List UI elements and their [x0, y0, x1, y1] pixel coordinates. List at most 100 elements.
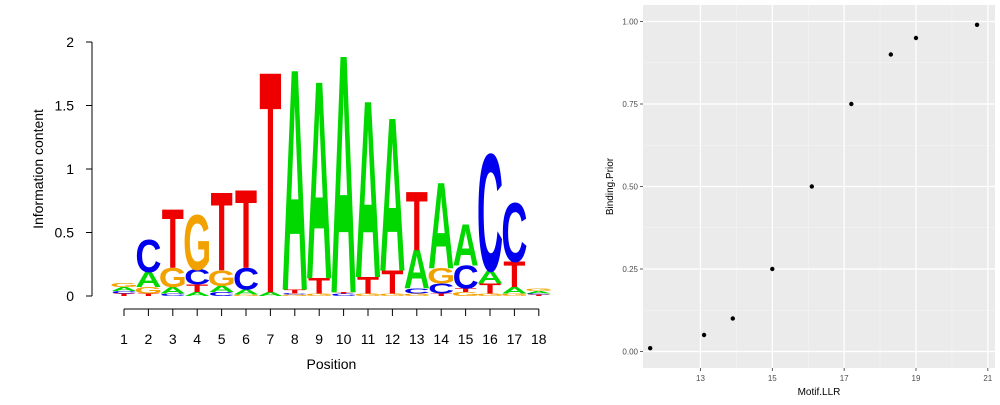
- logo-letter: G: [427, 264, 455, 289]
- y-tick-label: 1: [66, 161, 74, 177]
- x-tick-label: 9: [315, 331, 323, 347]
- logo-letter: A: [404, 237, 430, 300]
- logo-letter: G: [500, 293, 528, 297]
- y-tick-label: 1.00: [622, 18, 638, 27]
- logo-letter: T: [137, 293, 160, 297]
- logo-letter: T: [406, 174, 428, 269]
- x-tick-label: 2: [145, 331, 153, 347]
- logo-letter: T: [430, 293, 453, 297]
- x-tick-label: 8: [291, 331, 299, 347]
- logo-letter: A: [257, 291, 283, 297]
- logo-letter: A: [111, 286, 137, 292]
- scatter-chart: 0.00 0.25 0.50 0.75 1.00 13 15 17 19 21 Motif.LLR B…: [605, 5, 995, 398]
- logo-letter: C: [282, 293, 308, 295]
- logo-letter: T: [357, 271, 379, 299]
- scatter-point: [770, 266, 775, 272]
- scatter-point: [730, 316, 735, 321]
- logo-letter: T: [381, 264, 403, 302]
- logo-letter: A: [428, 158, 454, 295]
- logo-letter: T: [528, 294, 551, 296]
- x-tick-label: 7: [267, 331, 275, 347]
- logo-letter: A: [477, 267, 503, 288]
- logo-letter: T: [284, 289, 306, 295]
- logo-letter: C: [135, 229, 161, 282]
- logo-letter: A: [379, 72, 405, 318]
- logo-letter: G: [134, 285, 162, 296]
- x-tick-label: 17: [507, 331, 523, 347]
- logo-letter: A: [282, 2, 308, 358]
- logo-letter: A: [526, 290, 552, 294]
- logo-letter: G: [110, 282, 138, 288]
- logo-letter: G: [525, 288, 553, 292]
- logo-letter: G: [208, 266, 236, 291]
- logo-letter: G: [403, 293, 431, 297]
- logo-letter: G: [183, 199, 211, 286]
- logo-letter: A: [135, 268, 161, 293]
- logo-letter: G: [159, 262, 187, 293]
- x-tick-label: 13: [696, 374, 705, 383]
- logo-letter: T: [113, 293, 136, 297]
- logo-letter: T: [308, 274, 331, 299]
- logo-letter: T: [235, 167, 257, 292]
- y-tick-label: 1.5: [55, 98, 75, 114]
- logo-letter: C: [160, 293, 186, 297]
- logo-letter: C: [404, 287, 430, 296]
- logo-letter: T: [479, 280, 501, 297]
- logo-letter: G: [281, 294, 309, 296]
- x-tick-label: 12: [385, 331, 401, 347]
- sequence-logo-chart: 0 0.5 1 1.5 2 Information content 1 2 3 4 5 6 7 8 9 10 1…: [30, 0, 553, 372]
- logo-letter: T: [333, 292, 356, 294]
- logo-letter: A: [501, 285, 527, 296]
- logo-letter: T: [259, 4, 281, 360]
- x-tick-label: 21: [983, 374, 992, 383]
- x-tick-label: 16: [482, 331, 498, 347]
- logo-letter: G: [378, 293, 406, 297]
- scatter-point: [701, 332, 707, 338]
- logo-letter: C: [501, 185, 527, 280]
- x-tick-label: 1: [120, 331, 128, 347]
- x-tick-label: 6: [242, 331, 250, 347]
- logo-letter: C: [184, 265, 210, 290]
- scatter-point: [849, 101, 854, 107]
- x-tick-label: 14: [433, 331, 449, 347]
- scatter-point: [647, 346, 653, 351]
- logo-letter: T: [211, 170, 233, 295]
- y-tick-label: 0: [66, 288, 74, 304]
- logo-letter: A: [331, 0, 357, 365]
- logo-letter: A: [160, 285, 186, 296]
- x-tick-label: 19: [912, 374, 921, 383]
- logo-letter: A: [184, 291, 210, 297]
- logo-letter: T: [455, 287, 477, 293]
- x-tick-label: 5: [218, 331, 226, 347]
- logo-letter: C: [209, 291, 235, 297]
- scatter-point: [809, 184, 815, 189]
- logo-letter: G: [305, 293, 333, 297]
- logo-letter: G: [354, 293, 382, 297]
- x-axis-title: Motif.LLR: [798, 387, 841, 398]
- logo-letter: T: [503, 254, 526, 296]
- x-tick-label: 4: [193, 331, 201, 347]
- scatter-point: [913, 35, 919, 41]
- logo-letter: C: [526, 293, 552, 295]
- y-tick-label: 0.50: [622, 183, 638, 192]
- x-tick-label: 3: [169, 331, 177, 347]
- logo-letter: C: [453, 259, 479, 297]
- logo-letter: C: [477, 119, 503, 307]
- logo-letter: G: [232, 294, 260, 296]
- y-tick-label: 0.5: [55, 225, 75, 241]
- logo-letter: A: [355, 49, 381, 332]
- logo-letter: A: [453, 212, 479, 279]
- logo-letter: A: [209, 284, 235, 295]
- x-tick-label: 18: [531, 331, 547, 347]
- x-axis-title: Position: [306, 356, 356, 372]
- logo-letter: T: [162, 191, 184, 286]
- logo-letter: G: [452, 291, 480, 297]
- logo-letter: A: [233, 288, 259, 297]
- x-tick-label: 10: [336, 331, 352, 347]
- logo-letter: C: [233, 262, 259, 297]
- y-axis-title: Information content: [30, 109, 46, 229]
- y-tick-label: 0.25: [622, 265, 638, 274]
- logo-letter: A: [306, 21, 332, 338]
